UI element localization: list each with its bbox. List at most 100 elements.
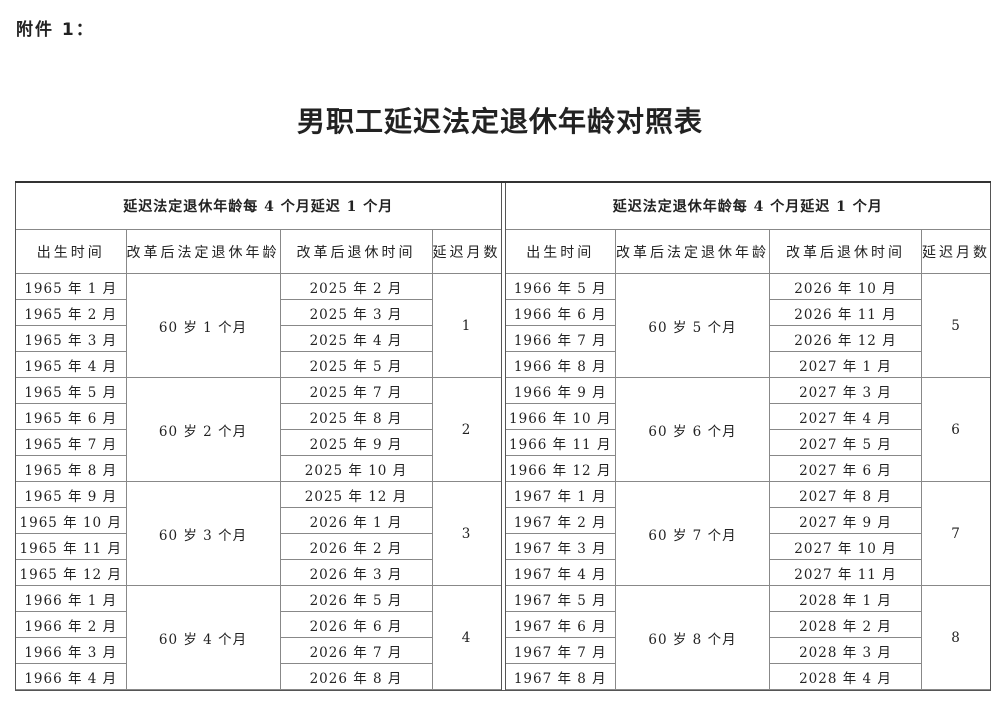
table-row: 1966 年 7 月 2026 年 12 月 bbox=[505, 325, 991, 352]
retirement-date-cell: 2028 年 4 月 bbox=[769, 663, 922, 690]
delay-months-cell: 8 bbox=[921, 585, 990, 690]
retirement-date-cell: 2026 年 1 月 bbox=[279, 507, 432, 534]
table-row: 1965 年 2 月 2025 年 3 月 bbox=[16, 299, 501, 326]
delay-months-cell: 2 bbox=[431, 377, 501, 482]
retirement-age-cell: 60 岁 1 个月 bbox=[125, 273, 281, 378]
birth-date-cell: 1965 年 1 月 bbox=[16, 273, 127, 300]
retirement-age-cell: 60 岁 6 个月 bbox=[615, 377, 770, 482]
birth-date-cell: 1967 年 6 月 bbox=[505, 611, 616, 638]
birth-date-cell: 1965 年 10 月 bbox=[16, 507, 127, 534]
delay-months-cell: 4 bbox=[431, 585, 501, 690]
retirement-date-cell: 2026 年 3 月 bbox=[279, 559, 432, 586]
retirement-date-cell: 2026 年 5 月 bbox=[279, 585, 433, 612]
retirement-date-cell: 2027 年 11 月 bbox=[769, 559, 922, 586]
birth-date-cell: 1966 年 7 月 bbox=[505, 325, 616, 352]
table-row: 1967 年 7 月 2028 年 3 月 bbox=[505, 637, 991, 664]
table-row: 1965 年 7 月 2025 年 9 月 bbox=[16, 429, 501, 456]
birth-date-cell: 1966 年 10 月 bbox=[505, 403, 616, 430]
column-header-row: 出生时间 改革后法定退休年龄 改革后退休时间 延迟月数 bbox=[16, 229, 501, 274]
birth-date-cell: 1967 年 2 月 bbox=[505, 507, 616, 534]
retirement-date-cell: 2028 年 3 月 bbox=[769, 637, 922, 664]
delay-months-cell: 3 bbox=[431, 481, 501, 586]
retirement-age-cell: 60 岁 4 个月 bbox=[125, 585, 281, 690]
retirement-date-cell: 2025 年 8 月 bbox=[279, 403, 432, 430]
table-header-row: 延迟法定退休年龄每 4 个月延迟 1 个月 bbox=[16, 183, 501, 230]
table-row: 1967 年 3 月 2027 年 10 月 bbox=[505, 533, 991, 560]
retirement-age-cell: 60 岁 7 个月 bbox=[615, 481, 770, 586]
table-row: 1966 年 8 月 2027 年 1 月 bbox=[505, 351, 991, 378]
retirement-age-table: 延迟法定退休年龄每 4 个月延迟 1 个月 出生时间 改革后法定退休年龄 改革后退休时… bbox=[15, 181, 991, 691]
retirement-date-cell: 2026 年 8 月 bbox=[279, 663, 432, 690]
retirement-age-cell: 60 岁 3 个月 bbox=[125, 481, 281, 586]
birth-date-cell: 1965 年 11 月 bbox=[16, 533, 127, 560]
column-header: 出生时间 bbox=[505, 229, 616, 274]
table-row: 1965 年 8 月 2025 年 10 月 bbox=[16, 455, 501, 482]
retirement-date-cell: 2026 年 12 月 bbox=[769, 325, 922, 352]
birth-date-cell: 1967 年 4 月 bbox=[505, 559, 616, 586]
birth-date-cell: 1966 年 5 月 bbox=[505, 273, 616, 300]
table-half: 延迟法定退休年龄每 4 个月延迟 1 个月 出生时间 改革后法定退休年龄 改革后退休时… bbox=[504, 183, 991, 690]
retirement-date-cell: 2027 年 5 月 bbox=[769, 429, 922, 456]
retirement-date-cell: 2025 年 4 月 bbox=[279, 325, 432, 352]
birth-date-cell: 1966 年 1 月 bbox=[16, 585, 127, 612]
birth-date-cell: 1967 年 3 月 bbox=[505, 533, 616, 560]
retirement-date-cell: 2027 年 1 月 bbox=[769, 351, 922, 378]
retirement-date-cell: 2028 年 1 月 bbox=[769, 585, 922, 612]
birth-date-cell: 1966 年 2 月 bbox=[16, 611, 127, 638]
birth-date-cell: 1966 年 6 月 bbox=[505, 299, 616, 326]
retirement-date-cell: 2027 年 10 月 bbox=[769, 533, 922, 560]
table-half: 延迟法定退休年龄每 4 个月延迟 1 个月 出生时间 改革后法定退休年龄 改革后退休时… bbox=[15, 183, 502, 690]
attachment-label: 附件 1： bbox=[16, 20, 95, 40]
delay-months-cell: 7 bbox=[921, 481, 990, 586]
column-header: 出生时间 bbox=[16, 229, 127, 274]
retirement-date-cell: 2026 年 7 月 bbox=[279, 637, 432, 664]
birth-date-cell: 1965 年 7 月 bbox=[16, 429, 127, 456]
column-header-row: 出生时间 改革后法定退休年龄 改革后退休时间 延迟月数 bbox=[505, 229, 990, 274]
table-row: 1966 年 2 月 2026 年 6 月 bbox=[16, 611, 501, 638]
retirement-age-cell: 60 岁 5 个月 bbox=[615, 273, 770, 378]
column-header: 改革后退休时间 bbox=[279, 229, 433, 274]
retirement-date-cell: 2025 年 12 月 bbox=[279, 481, 433, 508]
retirement-age-cell: 60 岁 8 个月 bbox=[615, 585, 770, 690]
retirement-date-cell: 2025 年 3 月 bbox=[279, 299, 432, 326]
table-header: 延迟法定退休年龄每 4 个月延迟 1 个月 bbox=[505, 183, 990, 230]
retirement-date-cell: 2028 年 2 月 bbox=[769, 611, 922, 638]
birth-date-cell: 1966 年 11 月 bbox=[505, 429, 616, 456]
table-row: 1967 年 4 月 2027 年 11 月 bbox=[505, 559, 991, 586]
column-header: 改革后退休时间 bbox=[769, 229, 922, 274]
birth-date-cell: 1967 年 5 月 bbox=[505, 585, 616, 612]
birth-date-cell: 1965 年 9 月 bbox=[16, 481, 127, 508]
retirement-date-cell: 2025 年 7 月 bbox=[279, 377, 433, 404]
table-row: 1966 年 12 月 2027 年 6 月 bbox=[505, 455, 991, 482]
birth-date-cell: 1966 年 8 月 bbox=[505, 351, 616, 378]
retirement-age-cell: 60 岁 2 个月 bbox=[125, 377, 281, 482]
table-row: 1965 年 12 月 2026 年 3 月 bbox=[16, 559, 501, 586]
retirement-date-cell: 2027 年 8 月 bbox=[769, 481, 922, 508]
delay-months-cell: 5 bbox=[921, 273, 990, 378]
delay-months-cell: 1 bbox=[431, 273, 501, 378]
delay-months-cell: 6 bbox=[921, 377, 990, 482]
retirement-date-cell: 2027 年 4 月 bbox=[769, 403, 922, 430]
birth-date-cell: 1966 年 3 月 bbox=[16, 637, 127, 664]
birth-date-cell: 1967 年 7 月 bbox=[505, 637, 616, 664]
table-row: 1967 年 6 月 2028 年 2 月 bbox=[505, 611, 991, 638]
birth-date-cell: 1966 年 9 月 bbox=[505, 377, 616, 404]
retirement-date-cell: 2026 年 11 月 bbox=[769, 299, 922, 326]
table-header-row: 延迟法定退休年龄每 4 个月延迟 1 个月 bbox=[505, 183, 990, 230]
table-row: 1966 年 4 月 2026 年 8 月 bbox=[16, 663, 501, 690]
column-header: 改革后法定退休年龄 bbox=[125, 229, 281, 274]
page-title: 男职工延迟法定退休年龄对照表 bbox=[296, 105, 703, 138]
retirement-date-cell: 2025 年 9 月 bbox=[279, 429, 432, 456]
birth-date-cell: 1965 年 4 月 bbox=[16, 351, 127, 378]
table-row: 1965 年 6 月 2025 年 8 月 bbox=[16, 403, 501, 430]
birth-date-cell: 1965 年 2 月 bbox=[16, 299, 127, 326]
birth-date-cell: 1965 年 8 月 bbox=[16, 455, 127, 482]
